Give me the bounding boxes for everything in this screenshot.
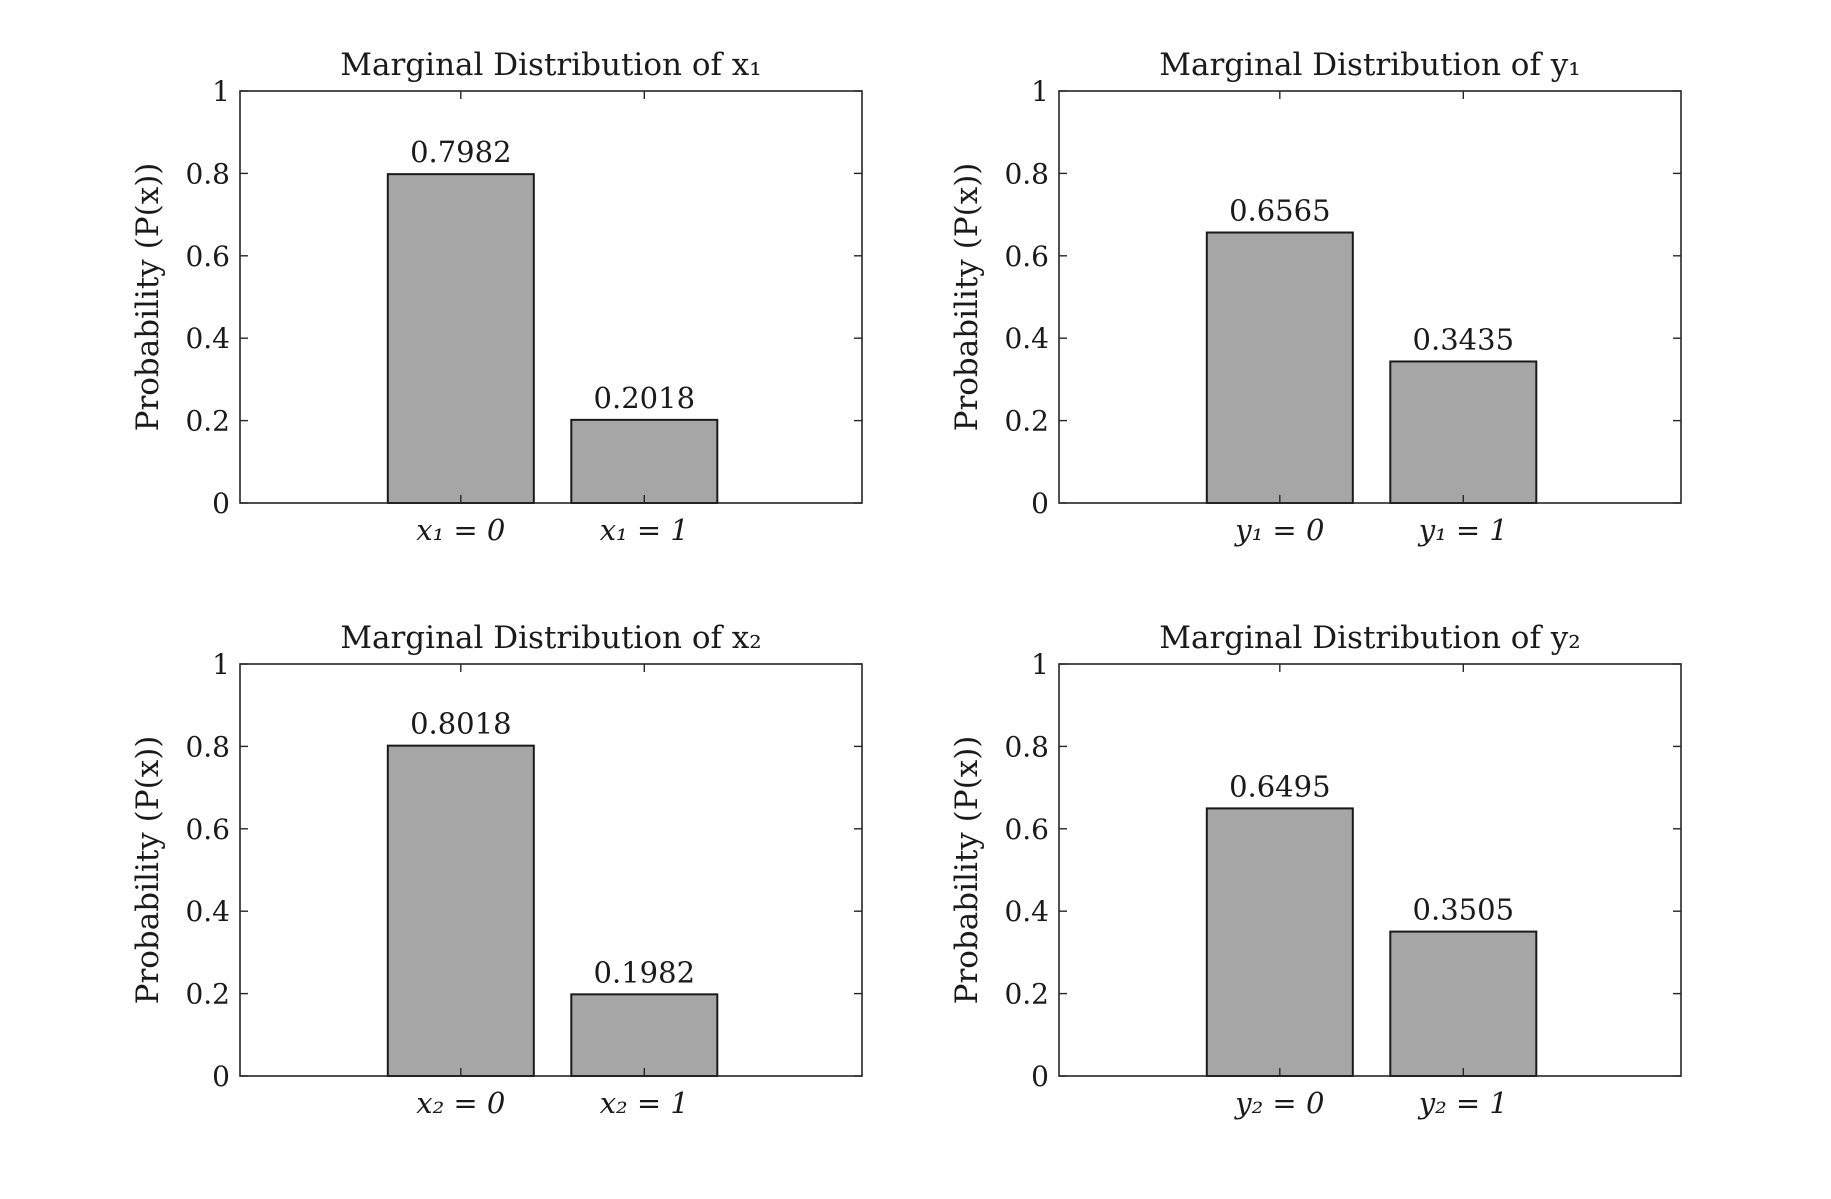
x-tick-label-1: y₁ = 0 (1233, 513, 1324, 547)
bar-1 (386, 173, 535, 504)
data-label-1: 0.7982 (410, 135, 511, 169)
y-tick-label-1: 0.2 (185, 405, 230, 438)
y-tick-label-3: 0.6 (1004, 813, 1049, 846)
axes-frame (239, 663, 863, 1077)
x-tick-label-2: x₂ = 1 (600, 1086, 689, 1120)
bar-1 (386, 744, 535, 1077)
y-tick-label-2: 0.4 (185, 895, 230, 928)
y-tick-label-3: 0.6 (185, 240, 230, 273)
data-label-2: 0.1982 (594, 955, 695, 989)
subplot-3: 0.8018 x₂ = 0 0.1982 x₂ = 1 0 0.2 0.4 0.6 0.8 1 Ma… (130, 620, 863, 1120)
axes-frame (239, 90, 863, 504)
data-label-2: 0.3505 (1413, 893, 1514, 927)
subplot-4: 0.6495 y₂ = 0 0.3505 y₂ = 1 0 0.2 0.4 0.6 0.8 1 Ma… (949, 620, 1682, 1120)
y-axis-label: Probability (P(x)) (130, 736, 166, 1005)
bar-1 (1205, 807, 1354, 1077)
subplot-2: 0.6565 y₁ = 0 0.3435 y₁ = 1 0 0.2 0.4 0.6 0.8 1 Ma… (949, 47, 1682, 547)
axes-frame (1058, 90, 1682, 504)
y-axis-label: Probability (P(x)) (949, 163, 985, 432)
y-tick-label-0: 0 (1031, 1060, 1049, 1093)
y-tick-label-5: 1 (1031, 648, 1049, 681)
data-label-1: 0.6565 (1229, 194, 1330, 228)
subplot-1: 0.7982 x₁ = 0 0.2018 x₁ = 1 0 0.2 0.4 0.6 0.8 1 Ma… (130, 47, 863, 547)
y-tick-label-0: 0 (1031, 487, 1049, 520)
data-label-2: 0.2018 (594, 381, 695, 415)
x-tick-label-2: y₁ = 1 (1417, 513, 1508, 547)
y-tick-label-5: 1 (212, 648, 230, 681)
y-tick-label-0: 0 (212, 487, 230, 520)
chart-title: Marginal Distribution of y₂ (1159, 620, 1580, 656)
y-tick-label-2: 0.4 (1004, 322, 1049, 355)
bar-2 (570, 418, 719, 504)
y-tick-label-4: 0.8 (185, 730, 230, 763)
x-tick-label-1: x₂ = 0 (416, 1086, 505, 1120)
chart-title: Marginal Distribution of x₂ (340, 620, 761, 656)
axes-frame (1058, 663, 1682, 1077)
bar-1 (1205, 231, 1354, 504)
y-tick-label-4: 0.8 (1004, 730, 1049, 763)
bar-2 (570, 993, 719, 1078)
y-tick-label-2: 0.4 (185, 322, 230, 355)
data-label-2: 0.3435 (1413, 322, 1514, 356)
y-tick-label-5: 1 (212, 75, 230, 108)
y-tick-label-1: 0.2 (185, 978, 230, 1011)
y-axis-label: Probability (P(x)) (949, 736, 985, 1005)
y-tick-label-1: 0.2 (1004, 405, 1049, 438)
y-tick-label-3: 0.6 (185, 813, 230, 846)
x-tick-label-2: x₁ = 1 (600, 513, 689, 547)
data-label-1: 0.8018 (410, 707, 511, 741)
bar-2 (1389, 930, 1538, 1077)
y-tick-label-4: 0.8 (1004, 157, 1049, 190)
y-tick-label-2: 0.4 (1004, 895, 1049, 928)
data-label-1: 0.6495 (1229, 769, 1330, 803)
chart-title: Marginal Distribution of y₁ (1159, 47, 1580, 83)
y-tick-label-1: 0.2 (1004, 978, 1049, 1011)
x-tick-label-1: y₂ = 0 (1233, 1086, 1324, 1120)
y-tick-label-0: 0 (212, 1060, 230, 1093)
chart-title: Marginal Distribution of x₁ (340, 47, 761, 83)
y-tick-label-5: 1 (1031, 75, 1049, 108)
x-tick-label-2: y₂ = 1 (1417, 1086, 1508, 1120)
x-tick-label-1: x₁ = 0 (416, 513, 505, 547)
y-axis-label: Probability (P(x)) (130, 163, 166, 432)
y-tick-label-4: 0.8 (185, 157, 230, 190)
y-tick-label-3: 0.6 (1004, 240, 1049, 273)
bar-2 (1389, 360, 1538, 504)
